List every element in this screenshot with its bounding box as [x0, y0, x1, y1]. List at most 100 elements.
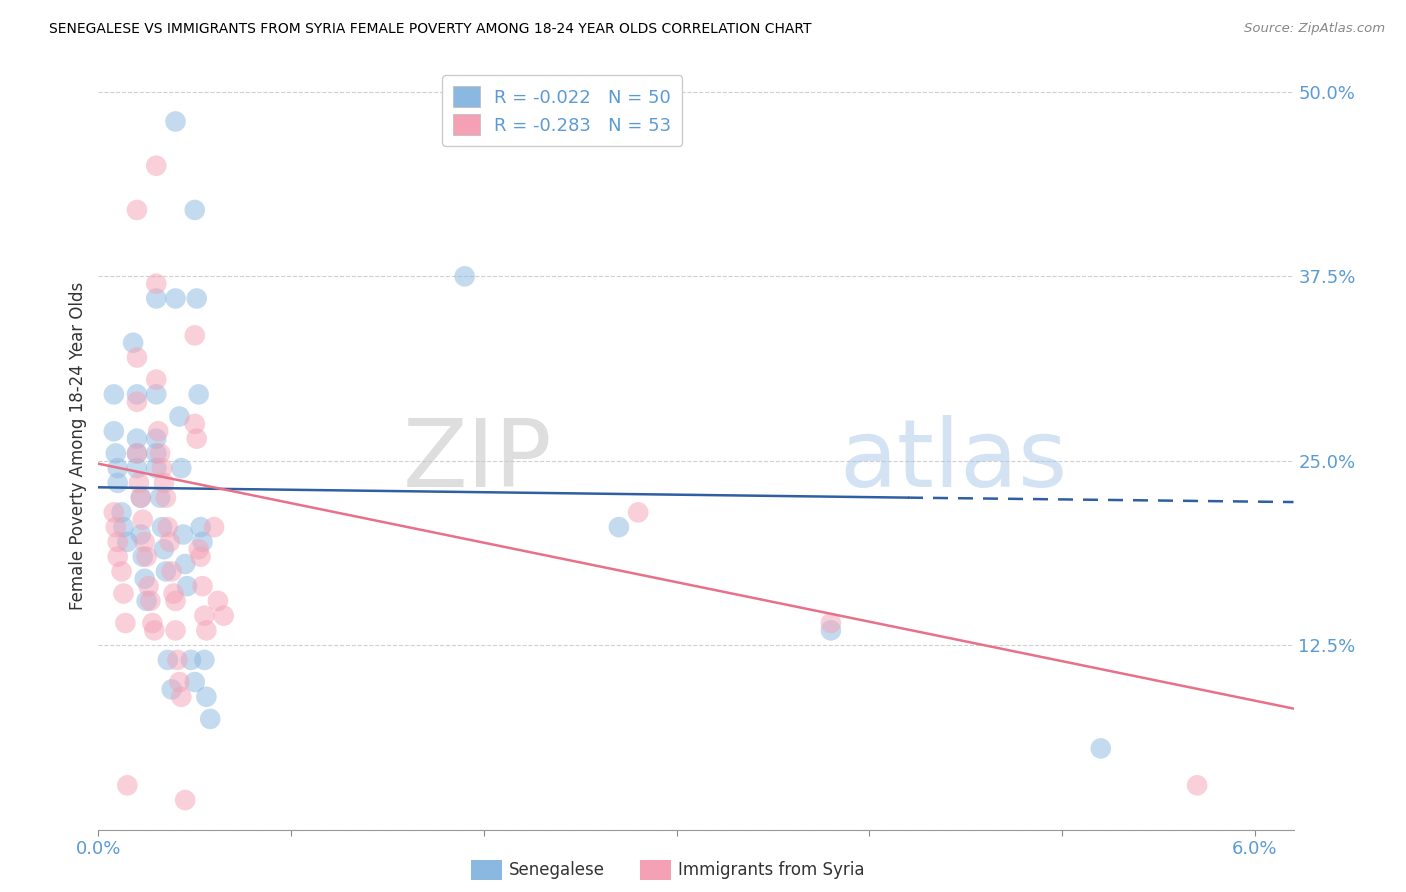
Point — [191, 579, 214, 593]
Point — [195, 690, 218, 704]
Point — [129, 491, 152, 505]
Point — [627, 505, 650, 519]
Point — [103, 424, 125, 438]
Point — [200, 712, 222, 726]
Point — [145, 432, 167, 446]
Point — [149, 446, 172, 460]
Point — [207, 594, 229, 608]
Point — [186, 432, 208, 446]
Point — [125, 446, 148, 460]
Point — [172, 527, 194, 541]
Text: SENEGALESE VS IMMIGRANTS FROM SYRIA FEMALE POVERTY AMONG 18-24 YEAR OLDS CORRELA: SENEGALESE VS IMMIGRANTS FROM SYRIA FEMA… — [49, 22, 811, 37]
Point — [132, 549, 155, 564]
Text: Source: ZipAtlas.com: Source: ZipAtlas.com — [1244, 22, 1385, 36]
Point — [132, 513, 155, 527]
Point — [145, 373, 167, 387]
Point — [110, 565, 132, 579]
Point — [174, 557, 197, 571]
Point — [125, 394, 148, 409]
Point — [191, 535, 214, 549]
Point — [145, 292, 167, 306]
Legend: R = -0.022   N = 50, R = -0.283   N = 53: R = -0.022 N = 50, R = -0.283 N = 53 — [441, 75, 682, 146]
Point — [1185, 778, 1208, 792]
Point — [139, 594, 162, 608]
Point — [190, 520, 212, 534]
Point — [166, 653, 188, 667]
Point — [112, 586, 135, 600]
Point — [193, 608, 215, 623]
Point — [184, 417, 207, 431]
Point — [141, 615, 163, 630]
Point — [170, 690, 193, 704]
Point — [125, 387, 148, 401]
Point — [170, 461, 193, 475]
Point — [607, 520, 630, 534]
Point — [107, 475, 129, 490]
Point — [202, 520, 225, 534]
Point — [169, 675, 191, 690]
Point — [159, 535, 181, 549]
Point — [190, 549, 212, 564]
Point — [107, 549, 129, 564]
Point — [134, 572, 156, 586]
Point — [186, 292, 208, 306]
Point — [195, 624, 218, 638]
Point — [153, 542, 176, 557]
Point — [107, 461, 129, 475]
Point — [117, 535, 139, 549]
Point — [117, 778, 139, 792]
Point — [138, 579, 160, 593]
Point — [145, 277, 167, 291]
Point — [155, 491, 177, 505]
Point — [184, 202, 207, 217]
Point — [125, 202, 148, 217]
Point — [156, 653, 179, 667]
Point — [114, 615, 136, 630]
Point — [176, 579, 198, 593]
Point — [103, 505, 125, 519]
Point — [125, 351, 148, 365]
Point — [820, 624, 842, 638]
Point — [122, 335, 145, 350]
Point — [184, 328, 207, 343]
Point — [193, 653, 215, 667]
Point — [135, 594, 157, 608]
Point — [180, 653, 202, 667]
Point — [125, 446, 148, 460]
Text: atlas: atlas — [839, 416, 1067, 508]
Point — [150, 461, 173, 475]
Point — [148, 424, 170, 438]
Point — [145, 387, 167, 401]
Point — [104, 446, 127, 460]
Text: Senegalese: Senegalese — [509, 861, 605, 879]
Point — [129, 491, 152, 505]
Point — [160, 682, 183, 697]
Point — [162, 586, 184, 600]
Point — [149, 491, 172, 505]
Point — [165, 594, 187, 608]
Point — [128, 475, 150, 490]
Point — [184, 675, 207, 690]
Point — [155, 565, 177, 579]
Point — [125, 461, 148, 475]
Point — [134, 535, 156, 549]
Point — [165, 624, 187, 638]
Point — [112, 520, 135, 534]
Point — [187, 542, 209, 557]
Point — [453, 269, 475, 284]
Point — [103, 387, 125, 401]
Point — [107, 535, 129, 549]
Point — [145, 159, 167, 173]
Point — [145, 461, 167, 475]
Point — [104, 520, 127, 534]
Point — [150, 520, 173, 534]
Point — [110, 505, 132, 519]
Point — [187, 387, 209, 401]
Point — [145, 446, 167, 460]
Text: Immigrants from Syria: Immigrants from Syria — [678, 861, 865, 879]
Point — [212, 608, 235, 623]
Point — [820, 615, 842, 630]
Point — [160, 565, 183, 579]
Point — [1090, 741, 1112, 756]
Text: ZIP: ZIP — [404, 416, 553, 508]
